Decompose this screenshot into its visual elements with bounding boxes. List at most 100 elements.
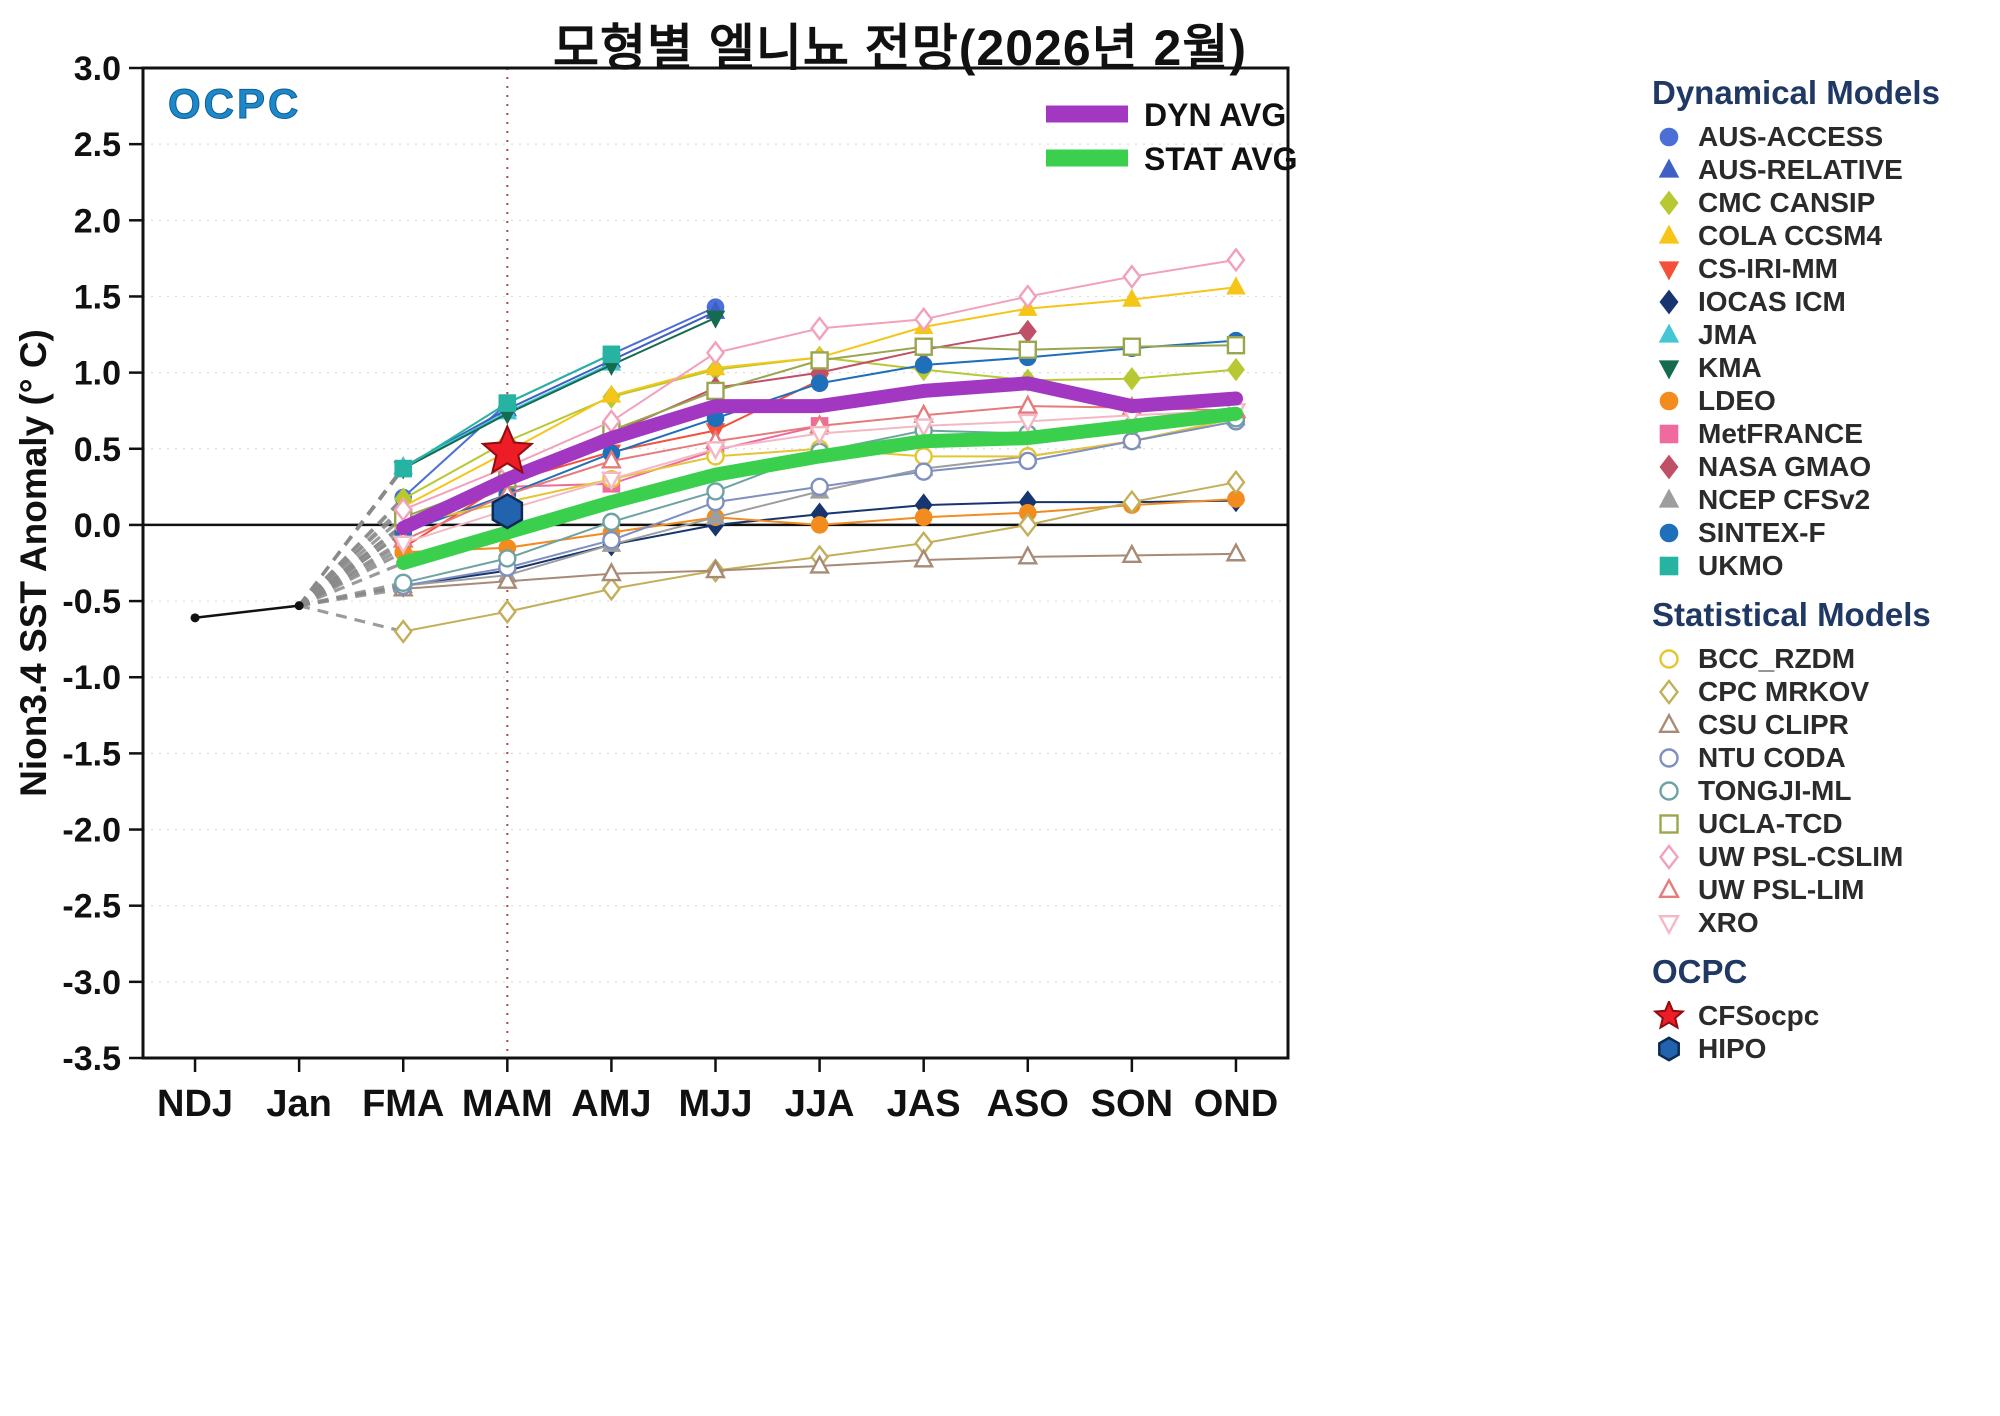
metfrance-marker-icon bbox=[1652, 419, 1686, 449]
uw-psl-lim-marker-icon bbox=[1652, 875, 1686, 905]
legend-item-cola-ccsm4: COLA CCSM4 bbox=[1652, 219, 1996, 252]
legend-item-label: NTU CODA bbox=[1698, 741, 1846, 773]
ucla-tcd-marker-icon bbox=[1652, 809, 1686, 839]
csu-clipr-marker-icon bbox=[1652, 710, 1686, 740]
svg-text:-1.5: -1.5 bbox=[62, 735, 121, 773]
legend-item-cpc-mrkov: CPC MRKOV bbox=[1652, 675, 1996, 708]
svg-text:FMA: FMA bbox=[362, 1083, 444, 1125]
legend-item-ncep-cfsv2: NCEP CFSv2 bbox=[1652, 483, 1996, 516]
avg-line-dyn-avg bbox=[396, 376, 1243, 535]
legend-panel: Dynamical Models AUS-ACCESS AUS-RELATIVE CM… bbox=[1652, 74, 1996, 1065]
legend-item-label: MetFRANCE bbox=[1698, 417, 1863, 449]
legend-item-ntu-coda: NTU CODA bbox=[1652, 741, 1996, 774]
cfsocpc-marker-icon bbox=[1652, 998, 1686, 1031]
svg-text:AMJ: AMJ bbox=[571, 1083, 651, 1125]
legend-item-tongji-ml: TONGJI-ML bbox=[1652, 774, 1996, 807]
legend-item-label: JMA bbox=[1698, 318, 1758, 350]
svg-text:0.5: 0.5 bbox=[74, 431, 121, 469]
legend-item-cs-iri-mm: CS-IRI-MM bbox=[1652, 252, 1996, 285]
legend-item-label: LDEO bbox=[1698, 384, 1776, 416]
svg-text:DYN AVG: DYN AVG bbox=[1144, 97, 1286, 133]
ldeo-marker-icon bbox=[1652, 386, 1686, 416]
svg-text:STAT AVG: STAT AVG bbox=[1144, 141, 1297, 177]
legend-item-bcc-rzdm: BCC_RZDM bbox=[1652, 642, 1996, 675]
legend-item-label: KMA bbox=[1698, 351, 1762, 383]
legend-item-label: IOCAS ICM bbox=[1698, 285, 1846, 317]
legend-item-cmc-cansip: CMC CANSIP bbox=[1652, 186, 1996, 219]
fan-lines bbox=[297, 466, 405, 634]
uw-psl-cslim-marker-icon bbox=[1652, 842, 1686, 872]
legend-item-label: BCC_RZDM bbox=[1698, 642, 1856, 674]
legend-section-statistical-models: Statistical Models bbox=[1652, 596, 1931, 633]
y-axis: -3.5 -3.0 -2.5 -2.0 -1.5 -1.0 -0.5 0.0 0.5 1.0 1.5… bbox=[62, 50, 143, 1078]
ocpc-marker-cfsocpc bbox=[480, 423, 535, 475]
avg-line-stat-avg bbox=[396, 406, 1243, 570]
iocas-icm-marker-icon bbox=[1652, 287, 1686, 317]
inner-legend-dyn-avg: DYN AVG bbox=[1046, 97, 1286, 133]
aus-relative-marker-icon bbox=[1652, 155, 1686, 185]
sintex-f-marker-icon bbox=[1652, 518, 1686, 548]
svg-text:0.0: 0.0 bbox=[74, 507, 121, 545]
plot-area: -3.5 -3.0 -2.5 -2.0 -1.5 -1.0 -0.5 0.0 0.5 1.0 1.5… bbox=[13, 50, 1297, 1125]
hipo-marker-icon bbox=[1652, 1034, 1686, 1064]
legend-item-ldeo: LDEO bbox=[1652, 384, 1996, 417]
observation-line bbox=[190, 601, 304, 623]
cmc-cansip-marker-icon bbox=[1652, 188, 1686, 218]
legend-item-label: AUS-ACCESS bbox=[1698, 120, 1884, 152]
jma-marker-icon bbox=[1652, 320, 1686, 350]
legend-item-ucla-tcd: UCLA-TCD bbox=[1652, 807, 1996, 840]
svg-text:-3.5: -3.5 bbox=[62, 1040, 121, 1078]
svg-text:OND: OND bbox=[1194, 1083, 1278, 1125]
bcc-rzdm-marker-icon bbox=[1652, 644, 1686, 674]
legend-item-label: CS-IRI-MM bbox=[1698, 252, 1838, 284]
svg-text:2.5: 2.5 bbox=[74, 126, 121, 164]
series-uw-psl-cslim bbox=[393, 247, 1246, 523]
svg-text:Jan: Jan bbox=[266, 1083, 331, 1125]
legend-item-uw-psl-cslim: UW PSL-CSLIM bbox=[1652, 840, 1996, 873]
cola-ccsm4-marker-icon bbox=[1652, 221, 1686, 251]
legend-item-hipo: HIPO bbox=[1652, 1032, 1996, 1065]
svg-text:MAM: MAM bbox=[462, 1083, 553, 1125]
legend-item-label: UCLA-TCD bbox=[1698, 807, 1843, 839]
svg-text:SON: SON bbox=[1091, 1083, 1173, 1125]
legend-item-sintex-f: SINTEX-F bbox=[1652, 516, 1996, 549]
svg-text:3.0: 3.0 bbox=[74, 50, 121, 88]
legend-section-dynamical-models: Dynamical Models bbox=[1652, 74, 1940, 111]
legend-item-iocas-icm: IOCAS ICM bbox=[1652, 285, 1996, 318]
legend-item-label: NASA GMAO bbox=[1698, 450, 1872, 482]
legend-item-xro: XRO bbox=[1652, 906, 1996, 939]
nasa-gmao-marker-icon bbox=[1652, 452, 1686, 482]
ncep-cfsv2-marker-icon bbox=[1652, 485, 1686, 515]
svg-text:2.0: 2.0 bbox=[74, 202, 121, 240]
legend-item-aus-access: AUS-ACCESS bbox=[1652, 120, 1996, 153]
ocpc-logo: OCPC bbox=[168, 80, 301, 127]
svg-text:ASO: ASO bbox=[987, 1083, 1069, 1125]
cpc-mrkov-marker-icon bbox=[1652, 677, 1686, 707]
legend-item-label: TONGJI-ML bbox=[1698, 774, 1852, 806]
legend-item-label: HIPO bbox=[1698, 1032, 1767, 1064]
legend-item-jma: JMA bbox=[1652, 318, 1996, 351]
legend-item-csu-clipr: CSU CLIPR bbox=[1652, 708, 1996, 741]
ocpc-marker-hipo bbox=[491, 492, 524, 530]
cs-iri-mm-marker-icon bbox=[1652, 254, 1686, 284]
tongji-ml-marker-icon bbox=[1652, 776, 1686, 806]
svg-text:1.5: 1.5 bbox=[74, 278, 121, 316]
x-axis: NDJ Jan FMA MAM AMJ MJJ JJA JAS ASO SON OND bbox=[157, 1058, 1278, 1125]
svg-text:NDJ: NDJ bbox=[157, 1083, 233, 1125]
aus-access-marker-icon bbox=[1652, 122, 1686, 152]
legend-item-nasa-gmao: NASA GMAO bbox=[1652, 450, 1996, 483]
svg-text:JAS: JAS bbox=[887, 1083, 961, 1125]
y-axis-label: Nion3.4 SST Anomaly (° C) bbox=[13, 329, 54, 797]
svg-text:-2.0: -2.0 bbox=[62, 812, 121, 850]
inner-legend-stat-avg: STAT AVG bbox=[1046, 141, 1297, 177]
legend-item-label: SINTEX-F bbox=[1698, 516, 1826, 548]
legend-item-label: AUS-RELATIVE bbox=[1698, 153, 1903, 185]
xro-marker-icon bbox=[1652, 908, 1686, 938]
svg-text:-1.0: -1.0 bbox=[62, 659, 121, 697]
kma-marker-icon bbox=[1652, 353, 1686, 383]
legend-item-label: CPC MRKOV bbox=[1698, 675, 1870, 707]
legend-item-label: UKMO bbox=[1698, 549, 1784, 581]
legend-item-label: CMC CANSIP bbox=[1698, 186, 1876, 218]
legend-item-aus-relative: AUS-RELATIVE bbox=[1652, 153, 1996, 186]
legend-item-label: XRO bbox=[1698, 906, 1759, 938]
